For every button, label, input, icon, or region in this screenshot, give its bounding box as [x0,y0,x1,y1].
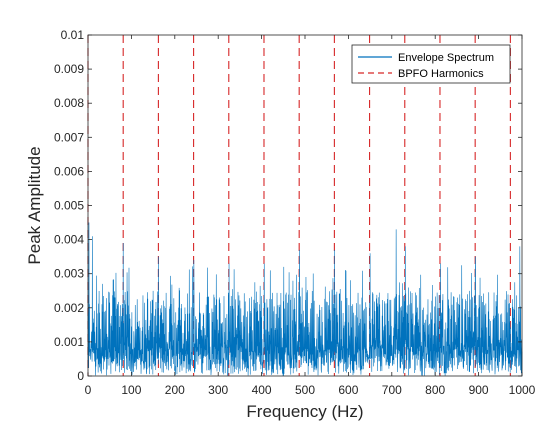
legend-box [351,44,511,84]
y-tick-label: 0.004 [54,233,84,247]
x-axis-ticks: 0 100 200 300 400 500 600 700 800 900 1000 [85,35,536,397]
x-tick-label: 100 [121,383,141,397]
y-tick-label: 0 [77,369,84,383]
plot-area [87,34,523,377]
y-tick-label: 0.01 [61,28,85,42]
legend-label-envelope-spectrum: Envelope Spectrum [398,52,494,64]
legend-label-bpfo-harmonics: BPFO Harmonics [398,68,484,80]
legend: Envelope Spectrum BPFO Harmonics [351,44,511,84]
x-tick-label: 300 [208,383,228,397]
x-tick-label: 0 [85,383,92,397]
envelope-spectrum-line [87,222,523,376]
x-tick-label: 200 [165,383,185,397]
x-tick-label: 900 [469,383,489,397]
y-tick-label: 0.003 [54,267,84,281]
y-axis-ticks: 0 0.001 0.002 0.003 0.004 0.005 0.006 0.007 0.00… [54,28,522,383]
x-tick-label: 500 [295,383,315,397]
x-axis-label: Frequency (Hz) [246,402,363,421]
y-tick-label: 0.006 [54,164,84,178]
y-tick-label: 0.008 [54,96,84,110]
x-tick-label: 400 [252,383,272,397]
y-tick-label: 0.002 [54,301,84,315]
x-tick-label: 800 [425,383,445,397]
y-axis-label: Peak Amplitude [25,146,44,264]
y-tick-label: 0.005 [54,199,84,213]
x-tick-label: 600 [338,383,358,397]
y-tick-label: 0.007 [54,130,84,144]
x-tick-label: 700 [382,383,402,397]
y-tick-label: 0.001 [54,335,84,349]
x-tick-label: 1000 [509,383,536,397]
y-tick-label: 0.009 [54,62,84,76]
